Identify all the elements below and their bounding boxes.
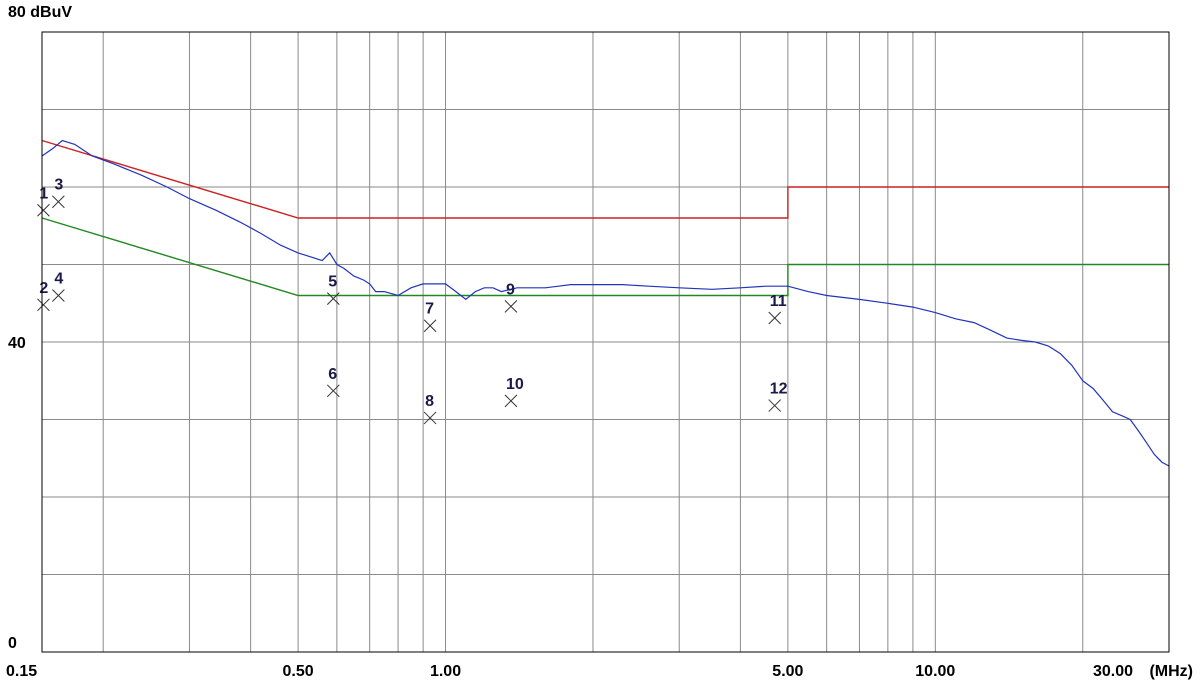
- x-tick-label: 0.50: [283, 663, 314, 680]
- x-unit-label: (MHz): [1149, 663, 1193, 680]
- marker-cross: [52, 195, 65, 209]
- marker-label: 8: [425, 393, 434, 410]
- marker-label: 7: [425, 301, 434, 318]
- marker-label: 5: [328, 274, 337, 291]
- y-axis-mid-label: 40: [8, 335, 26, 352]
- x-tick-labels: 0.15 0.50 1.00 5.00 10.00 30.00 (MHz): [6, 663, 1193, 680]
- y-axis-top-label: 80 dBuV: [8, 4, 72, 21]
- measurement-trace: [41, 139, 1170, 467]
- average-limit-line: [41, 217, 1169, 297]
- plot-frame: [41, 31, 1170, 653]
- marker-label: 12: [770, 381, 788, 398]
- y-axis-bottom-label: 0: [8, 635, 17, 652]
- marker-label: 4: [54, 271, 63, 288]
- x-tick-label: 0.15: [6, 663, 37, 680]
- marker-label: 9: [506, 281, 515, 298]
- marker-label: 11: [770, 293, 787, 310]
- marker-cross: [37, 298, 50, 312]
- marker-cross: [423, 411, 437, 425]
- marker-cross: [326, 292, 340, 305]
- marker-label: 10: [506, 376, 524, 393]
- limit-lines: [41, 139, 1169, 297]
- marker-cross: [768, 311, 782, 325]
- marker-cross: [504, 394, 518, 408]
- marker-cross: [423, 319, 437, 333]
- quasi-peak-limit-line: [41, 139, 1169, 219]
- marker-label: 1: [39, 185, 48, 202]
- marker-label: 3: [54, 177, 63, 194]
- grid: [42, 32, 1169, 652]
- x-tick-label: 5.00: [772, 663, 803, 680]
- marker-cross: [37, 203, 50, 217]
- marker-label: 6: [328, 366, 337, 383]
- marker-cross: [504, 299, 518, 313]
- trace-line: [41, 139, 1170, 467]
- marker-cross: [326, 384, 340, 398]
- marker-label: 2: [39, 280, 48, 297]
- marker-cross: [52, 289, 65, 302]
- x-tick-label: 30.00: [1093, 663, 1133, 680]
- x-tick-label: 1.00: [430, 663, 461, 680]
- marker-cross: [768, 399, 782, 412]
- x-tick-label: 10.00: [915, 663, 955, 680]
